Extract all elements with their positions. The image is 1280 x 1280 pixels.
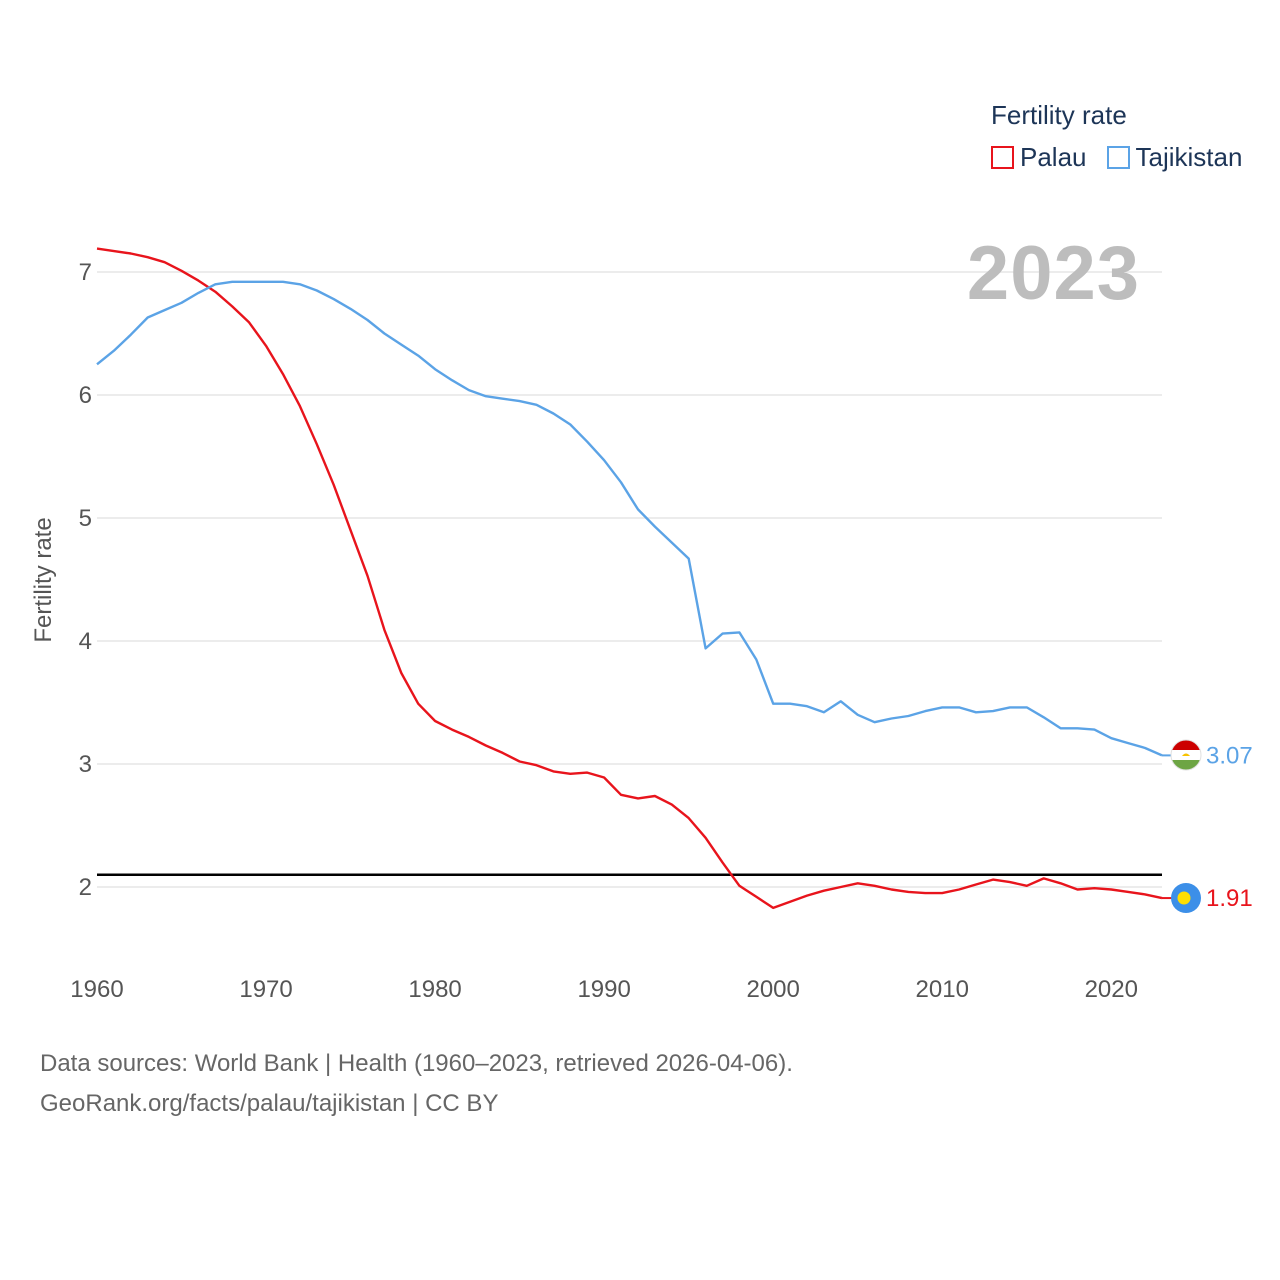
series-lines: [96, 247, 1172, 910]
current-year-label: 2023: [966, 231, 1140, 316]
x-tick-label: 1970: [239, 976, 292, 1003]
end-value-label-palau: 1.91: [1206, 885, 1253, 912]
tajikistan-flag-icon: [1170, 739, 1202, 771]
legend-item-tajikistan[interactable]: Tajikistan: [1106, 142, 1243, 173]
y-axis-ticks: 2 3 4 5 6 7: [79, 259, 92, 901]
y-tick-label: 2: [79, 874, 92, 901]
series-line-palau: [96, 247, 1163, 910]
y-tick-label: 4: [79, 628, 92, 655]
legend-label-tajikistan: Tajikistan: [1135, 142, 1243, 172]
x-tick-label: 1980: [408, 976, 461, 1003]
x-tick-label: 2000: [746, 976, 799, 1003]
y-axis-label: Fertility rate: [30, 517, 57, 642]
series-line-tajikistan: [96, 280, 1163, 757]
end-labels: 1.91 3.07: [1206, 742, 1253, 912]
y-tick-label: 5: [79, 505, 92, 532]
legend: Palau Tajikistan: [991, 142, 1262, 173]
source-line-url[interactable]: GeoRank.org/facts/palau/tajikistan | CC …: [40, 1090, 499, 1117]
legend-swatch-tajikistan: [1106, 146, 1130, 169]
x-tick-label: 2020: [1085, 976, 1138, 1003]
x-tick-label: 1990: [577, 976, 630, 1003]
source-note: Data sources: World Bank | Health (1960–…: [40, 1044, 793, 1124]
y-tick-label: 7: [79, 259, 92, 286]
legend-title: Fertility rate: [991, 100, 1127, 130]
y-tick-label: 6: [79, 382, 92, 409]
legend-item-palau[interactable]: Palau: [991, 142, 1087, 173]
x-axis-ticks: 1960 1970 1980 1990 2000 2010 2020: [70, 976, 1138, 1003]
legend-label-palau: Palau: [1020, 142, 1087, 172]
y-tick-label: 3: [79, 751, 92, 778]
end-value-label-tajikistan: 3.07: [1206, 742, 1253, 769]
source-line-data: Data sources: World Bank | Health (1960–…: [40, 1050, 793, 1077]
grid-lines: [97, 271, 1162, 888]
palau-flag-icon: [1171, 883, 1201, 913]
x-tick-label: 2010: [916, 976, 969, 1003]
x-tick-label: 1960: [70, 976, 123, 1003]
legend-swatch-palau: [991, 146, 1014, 169]
